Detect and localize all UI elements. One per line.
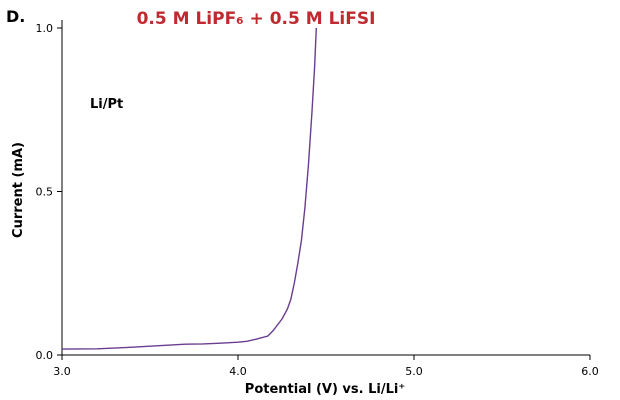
panel-label: D. — [6, 7, 25, 26]
series-line — [61, 27, 317, 350]
x-tick-label: 6.0 — [581, 365, 599, 378]
x-tick-label: 5.0 — [405, 365, 423, 378]
x-axis-title: Potential (V) vs. Li/Li⁺ — [245, 382, 405, 397]
y-tick-label: 0.5 — [36, 186, 54, 199]
y-axis-title: Current (mA) — [11, 142, 26, 238]
y-tick-label: 0.0 — [36, 349, 54, 362]
y-tick-label: 1.0 — [36, 22, 54, 35]
x-tick-label: 4.0 — [229, 365, 247, 378]
annotation-label: Li/Pt — [90, 97, 123, 112]
chart-title: 0.5 M LiPF₆ + 0.5 M LiFSI — [137, 9, 376, 29]
x-tick-label: 3.0 — [53, 365, 71, 378]
